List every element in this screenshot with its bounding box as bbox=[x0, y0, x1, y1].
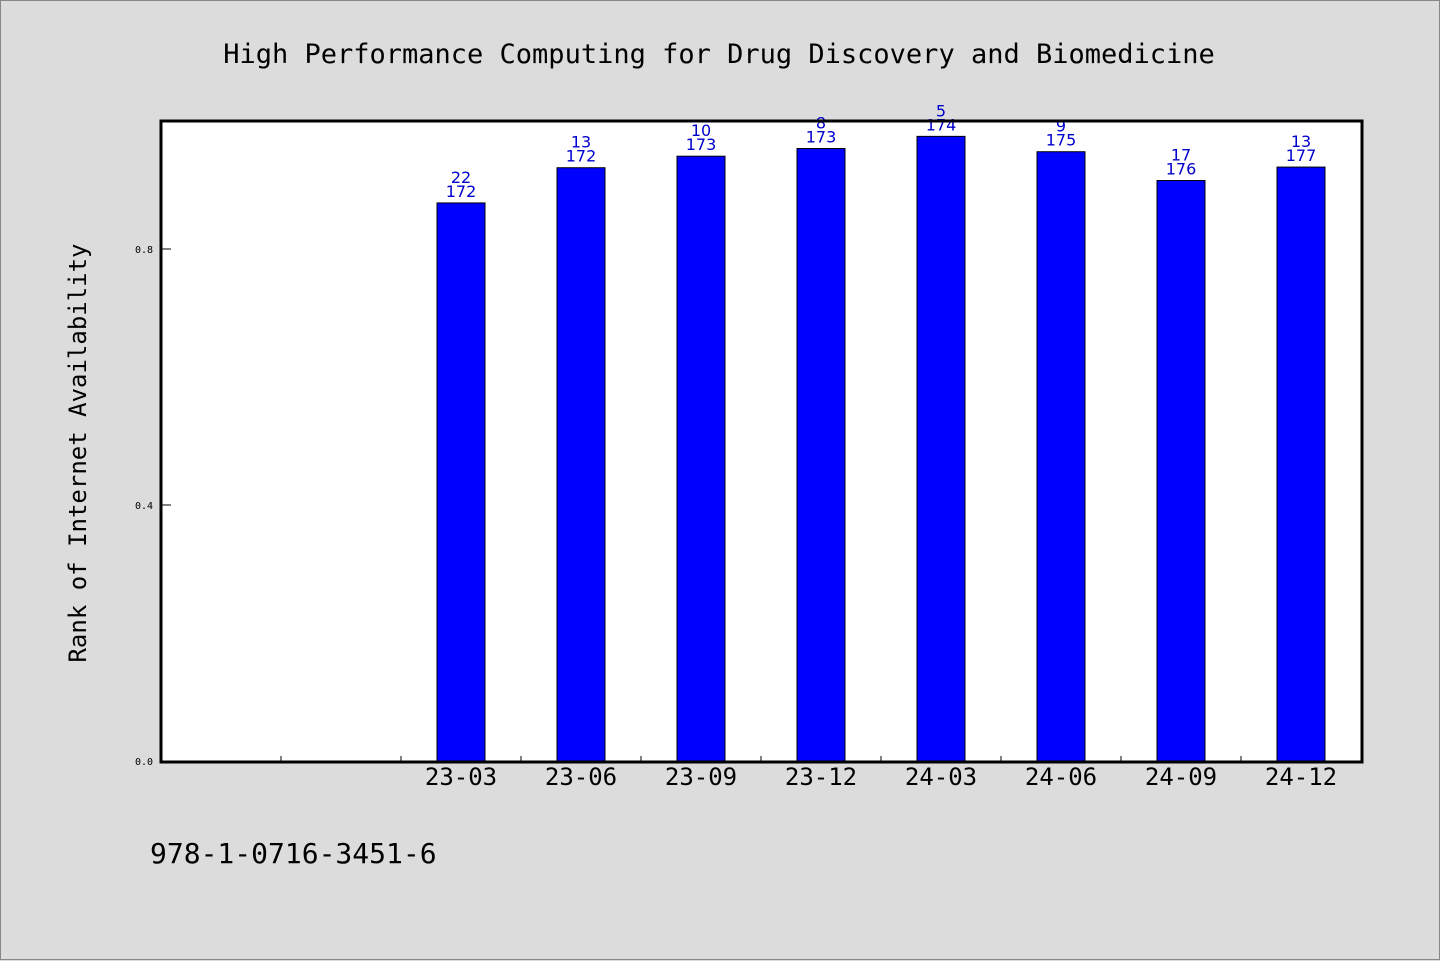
bar-label-upper: 10 bbox=[691, 121, 711, 140]
y-tick-label: 0.0 bbox=[135, 757, 153, 768]
bar-label-upper: 17 bbox=[1171, 146, 1191, 165]
bars-group bbox=[436, 135, 1326, 762]
bar-label-upper: 22 bbox=[451, 168, 471, 187]
y-tick-label: 0.4 bbox=[135, 501, 153, 512]
isbn-text: 978-1-0716-3451-6 bbox=[150, 837, 437, 870]
bar-label-lower: 173 bbox=[806, 128, 837, 147]
bar-label-upper: 5 bbox=[936, 101, 946, 120]
bar-label-upper: 9 bbox=[1056, 117, 1066, 136]
bar-label-lower: 172 bbox=[446, 182, 477, 201]
bar-label-lower: 176 bbox=[1166, 160, 1197, 179]
bar-23-03 bbox=[436, 202, 486, 762]
bar-label-upper: 13 bbox=[571, 133, 591, 152]
bar-label-lower: 173 bbox=[686, 135, 717, 154]
bar-label-upper: 13 bbox=[1291, 132, 1311, 151]
bar-label-lower: 174 bbox=[926, 115, 957, 134]
x-axis: 23-03 23-06 23-09 23-12 24-03 24-06 24-09 24-12 bbox=[280, 756, 1337, 791]
x-tick-label: 23-09 bbox=[665, 763, 737, 791]
bar-23-12 bbox=[796, 148, 846, 762]
bar-24-09 bbox=[1156, 180, 1206, 762]
bar-label-lower: 177 bbox=[1286, 146, 1317, 165]
y-tick-label: 0.8 bbox=[135, 245, 153, 256]
y-axis-label: Rank of Internet Availability bbox=[64, 243, 92, 662]
bar-24-06 bbox=[1036, 151, 1086, 762]
x-tick-label: 23-12 bbox=[785, 763, 857, 791]
chart-title: High Performance Computing for Drug Disc… bbox=[223, 39, 1215, 70]
x-tick-label: 23-06 bbox=[545, 763, 617, 791]
x-tick-label: 24-03 bbox=[905, 763, 977, 791]
x-tick-label: 24-12 bbox=[1265, 763, 1337, 791]
bar-label-lower: 172 bbox=[566, 147, 597, 166]
plot-frame bbox=[159, 119, 1364, 764]
bar-label-upper: 8 bbox=[816, 114, 826, 133]
bar-23-09 bbox=[676, 155, 726, 762]
bar-24-03 bbox=[916, 135, 966, 762]
x-tick-label: 23-03 bbox=[425, 763, 497, 791]
x-tick-label: 24-09 bbox=[1145, 763, 1217, 791]
bar-23-06 bbox=[556, 167, 606, 762]
bar-label-lower: 175 bbox=[1046, 131, 1077, 150]
bar-24-12 bbox=[1276, 166, 1326, 762]
x-tick-label: 24-06 bbox=[1025, 763, 1097, 791]
